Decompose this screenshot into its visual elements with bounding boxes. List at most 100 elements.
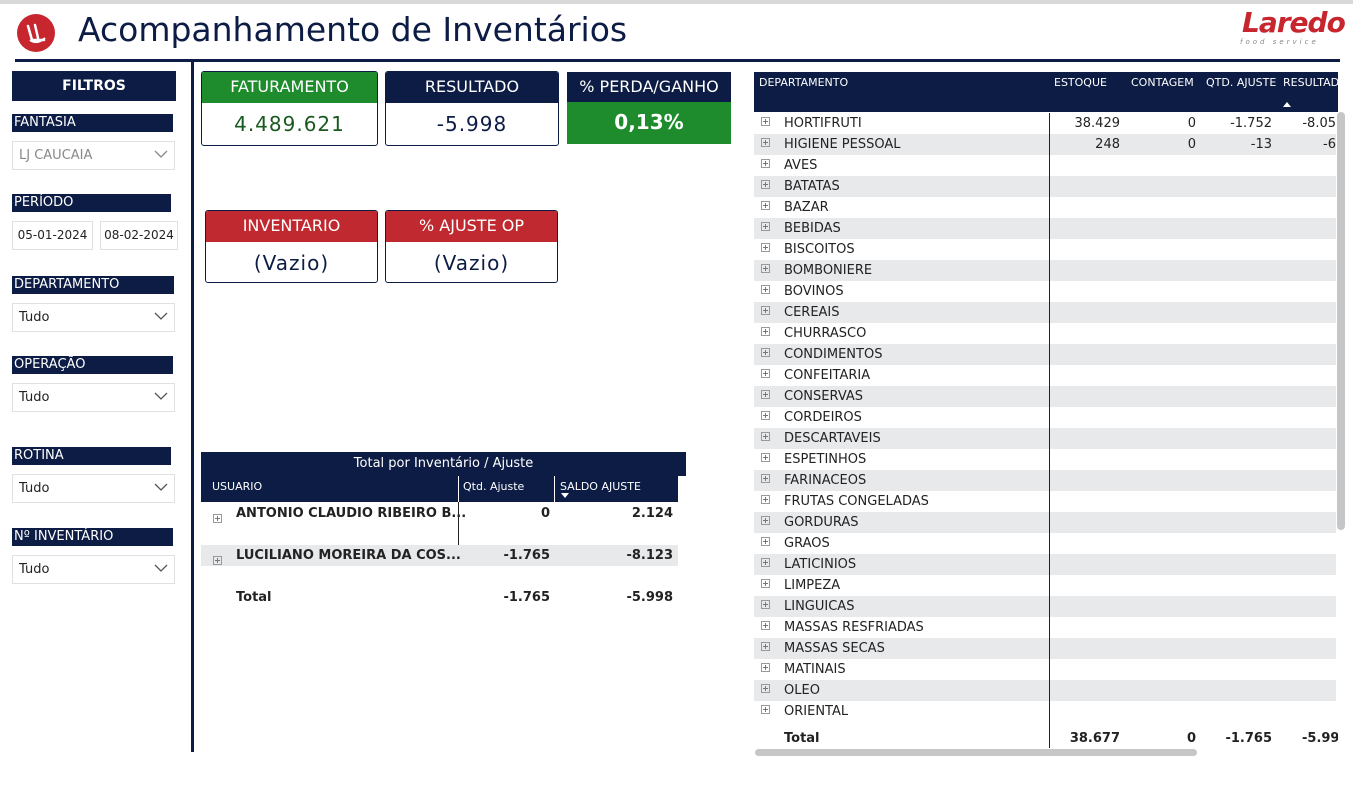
dept-row[interactable]: HIGIENE PESSOAL 248 0 -13 -6 — [754, 134, 1336, 155]
expand-icon[interactable] — [761, 369, 770, 378]
table-row[interactable]: LUCILIANO MOREIRA DA COS... -1.765 -8.12… — [201, 545, 678, 566]
expand-icon[interactable] — [761, 537, 770, 546]
dept-resultado: -8.05 — [1302, 116, 1336, 131]
total-qtd: -1.765 — [503, 590, 550, 605]
col-resultado[interactable]: RESULTADO — [1283, 76, 1338, 89]
dept-row[interactable]: BAZAR — [754, 197, 1336, 218]
expand-icon[interactable] — [761, 138, 770, 147]
expand-icon[interactable] — [761, 579, 770, 588]
dept-estoque: 248 — [1095, 137, 1120, 152]
operacao-dropdown[interactable]: Tudo — [12, 383, 175, 412]
period-end-input[interactable]: 08-02-2024 — [100, 221, 178, 250]
expand-icon[interactable] — [761, 663, 770, 672]
dept-row[interactable]: LATICINIOS — [754, 554, 1336, 575]
dept-row[interactable]: GORDURAS — [754, 512, 1336, 533]
dept-row[interactable]: CORDEIROS — [754, 407, 1336, 428]
col-contagem[interactable]: CONTAGEM — [1131, 76, 1194, 89]
dept-name: LIMPEZA — [784, 578, 841, 593]
fantasia-dropdown[interactable]: LJ CAUCAIA — [12, 141, 175, 170]
dept-row[interactable]: BISCOITOS — [754, 239, 1336, 260]
expand-icon[interactable] — [761, 558, 770, 567]
dept-row[interactable]: FARINACEOS — [754, 470, 1336, 491]
col-departamento[interactable]: DEPARTAMENTO — [759, 76, 849, 89]
dept-name: OLEO — [784, 683, 820, 698]
dept-name: GORDURAS — [784, 515, 859, 530]
dept-row[interactable]: BOVINOS — [754, 281, 1336, 302]
dept-row[interactable]: ORIENTAL — [754, 701, 1336, 722]
dept-row[interactable]: CEREAIS — [754, 302, 1336, 323]
dept-row[interactable]: AVES — [754, 155, 1336, 176]
dept-row[interactable]: CONFEITARIA — [754, 365, 1336, 386]
expand-icon[interactable] — [761, 705, 770, 714]
dept-row[interactable]: HORTIFRUTI 38.429 0 -1.752 -8.05 — [754, 113, 1336, 134]
col-saldo-ajuste[interactable]: SALDO AJUSTE — [560, 480, 641, 493]
dept-row[interactable]: CONSERVAS — [754, 386, 1336, 407]
expand-icon[interactable] — [213, 514, 222, 523]
dept-row[interactable]: ESPETINHOS — [754, 449, 1336, 470]
expand-icon[interactable] — [761, 180, 770, 189]
expand-icon[interactable] — [761, 642, 770, 651]
expand-icon[interactable] — [761, 684, 770, 693]
dept-row[interactable]: MATINAIS — [754, 659, 1336, 680]
dept-row[interactable]: MASSAS RESFRIADAS — [754, 617, 1336, 638]
col-qtd-ajuste[interactable]: Qtd. Ajuste — [463, 480, 525, 493]
sidebar-divider — [191, 60, 194, 752]
expand-icon[interactable] — [761, 495, 770, 504]
col-estoque[interactable]: ESTOQUE — [1054, 76, 1107, 89]
dept-row[interactable]: FRUTAS CONGELADAS — [754, 491, 1336, 512]
dept-row[interactable]: MASSAS SECAS — [754, 638, 1336, 659]
dept-row[interactable]: BOMBONIERE — [754, 260, 1336, 281]
col-qtd-ajuste[interactable]: QTD. AJUSTE — [1206, 76, 1277, 89]
fantasia-value: LJ CAUCAIA — [19, 148, 93, 163]
expand-icon[interactable] — [761, 600, 770, 609]
dept-row[interactable]: OLEO — [754, 680, 1336, 701]
dept-row[interactable]: BEBIDAS — [754, 218, 1336, 239]
dept-row[interactable]: LIMPEZA — [754, 575, 1336, 596]
expand-icon[interactable] — [761, 306, 770, 315]
departamento-dropdown[interactable]: Tudo — [12, 303, 175, 332]
dept-row[interactable]: LINGUICAS — [754, 596, 1336, 617]
dept-name: AVES — [784, 158, 818, 173]
expand-icon[interactable] — [761, 264, 770, 273]
perda-ganho-label: % PERDA/GANHO — [567, 72, 731, 102]
table-row[interactable]: ANTONIO CLAUDIO RIBEIRO B... 0 2.124 — [201, 503, 678, 524]
user-table-title: Total por Inventário / Ajuste — [201, 452, 686, 476]
expand-icon[interactable] — [761, 243, 770, 252]
inventario-card-value: (Vazio) — [253, 251, 330, 275]
horizontal-scrollbar[interactable] — [755, 749, 1197, 756]
dept-row[interactable]: GRAOS — [754, 533, 1336, 554]
expand-icon[interactable] — [761, 201, 770, 210]
period-start-input[interactable]: 05-01-2024 — [12, 221, 93, 250]
expand-icon[interactable] — [761, 516, 770, 525]
expand-icon[interactable] — [761, 117, 770, 126]
dept-name: CHURRASCO — [784, 326, 867, 341]
dept-row[interactable]: CONDIMENTOS — [754, 344, 1336, 365]
dept-row[interactable]: BATATAS — [754, 176, 1336, 197]
dept-ajuste: -1.752 — [1230, 116, 1272, 131]
rotina-dropdown[interactable]: Tudo — [12, 474, 175, 503]
dept-contagem: 0 — [1187, 116, 1196, 131]
row-saldo: 2.124 — [631, 506, 673, 521]
expand-icon[interactable] — [761, 159, 770, 168]
dept-rows: HORTIFRUTI 38.429 0 -1.752 -8.05 HIGIENE PESS… — [754, 113, 1338, 725]
inventario-dropdown[interactable]: Tudo — [12, 555, 175, 584]
expand-icon[interactable] — [761, 327, 770, 336]
expand-icon[interactable] — [761, 432, 770, 441]
expand-icon[interactable] — [761, 411, 770, 420]
expand-icon[interactable] — [213, 556, 222, 565]
ajuste-op-value: (Vazio) — [433, 251, 510, 275]
dept-name: LINGUICAS — [784, 599, 855, 614]
expand-icon[interactable] — [761, 621, 770, 630]
expand-icon[interactable] — [761, 453, 770, 462]
vertical-scrollbar[interactable] — [1337, 112, 1345, 530]
expand-icon[interactable] — [761, 390, 770, 399]
dept-row[interactable]: DESCARTAVEIS — [754, 428, 1336, 449]
expand-icon[interactable] — [761, 222, 770, 231]
row-qtd: -1.765 — [503, 548, 550, 563]
expand-icon[interactable] — [761, 285, 770, 294]
dept-row[interactable]: CHURRASCO — [754, 323, 1336, 344]
expand-icon[interactable] — [761, 348, 770, 357]
dept-table-header: DEPARTAMENTO ESTOQUE CONTAGEM QTD. AJUST… — [754, 72, 1338, 112]
col-usuario[interactable]: USUARIO — [212, 480, 263, 493]
expand-icon[interactable] — [761, 474, 770, 483]
